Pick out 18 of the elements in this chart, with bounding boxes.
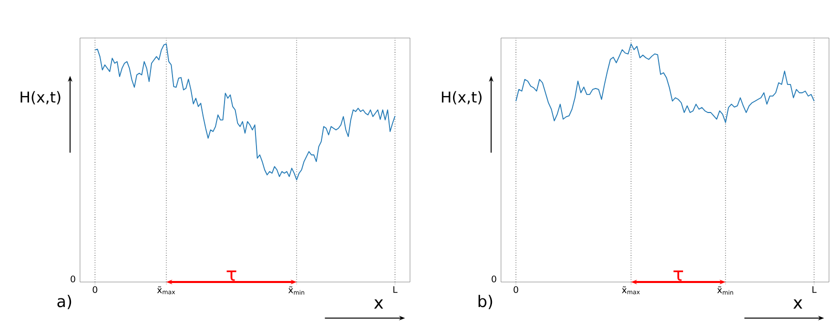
x-tick-label: x̃$_{max}$ [157,286,176,294]
annotation: τ [674,270,684,281]
x-axis-title: x [793,299,802,309]
text: b) [478,294,492,310]
x-tick-label: x̃$_{min}$ [288,286,304,295]
x-tick-label: 0 [92,286,98,293]
text: a) [57,294,72,310]
annotation: τ [226,270,236,281]
y-axis-title: H(x,t) [20,91,60,104]
text: 0 [492,276,496,282]
x-tick-label: x̃$_{min}$ [717,286,734,295]
y-axis-title: H(x,t) [442,91,482,104]
x-axis-title: x [374,299,384,309]
x-tick-label: x̃$_{max}$ [622,286,640,294]
x-tick-label: L [393,286,398,293]
x-tick-label: 0 [514,286,518,293]
x-tick-label: L [812,286,817,293]
text: 0 [70,276,76,282]
